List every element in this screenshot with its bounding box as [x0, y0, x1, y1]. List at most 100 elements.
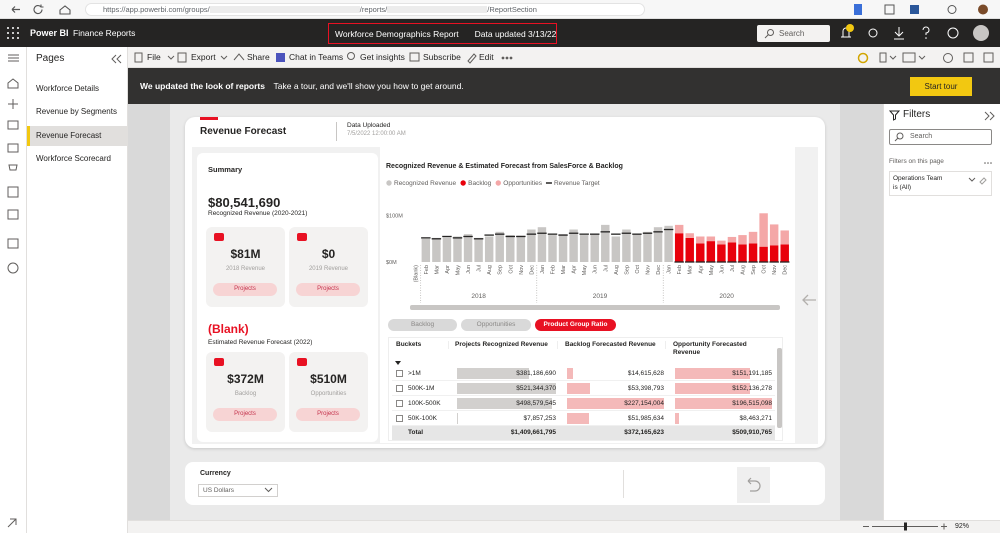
slicer-title: Currency: [200, 470, 231, 477]
kpi-button[interactable]: Projects: [213, 283, 277, 296]
zoom-slider[interactable]: [860, 520, 950, 533]
x-tick-label: May: [709, 265, 715, 276]
bar: [664, 225, 673, 262]
page-tab[interactable]: Revenue by Segments: [36, 107, 117, 117]
page-tab[interactable]: Revenue Forecast: [27, 125, 128, 146]
bar: [748, 243, 758, 262]
table-cell: 500K-1M: [408, 385, 435, 392]
expand-box[interactable]: [396, 415, 403, 422]
bar: [590, 234, 599, 262]
total-cell: $509,910,765: [732, 429, 772, 436]
back-arrow[interactable]: [800, 293, 818, 307]
x-group-label: 2019: [593, 293, 608, 300]
kpi-value: $0: [321, 247, 336, 261]
kpi-button[interactable]: Projects: [213, 408, 277, 421]
expand-box[interactable]: [396, 370, 403, 377]
kpi-value: $510M: [310, 372, 347, 386]
bar: [558, 234, 568, 262]
x-tick-label: Aug: [487, 265, 493, 275]
url-part: https://app.powerbi.com/groups/: [103, 5, 210, 14]
bar: [453, 236, 462, 262]
data-bar: [457, 398, 552, 409]
divider: [623, 470, 624, 498]
reset-box[interactable]: [737, 467, 770, 503]
kpi-button[interactable]: Projects: [296, 408, 360, 421]
x-tick-label: Aug: [614, 265, 620, 275]
row-divider: [392, 395, 775, 396]
divider: [336, 122, 337, 141]
toolbar-button[interactable]: Chat in Teams: [289, 52, 344, 62]
x-tick-label: Mar: [434, 265, 440, 275]
table-cell: $381,186,690: [516, 370, 556, 377]
x-tick-label: Jun: [466, 265, 472, 274]
bar: [579, 235, 589, 262]
page-tab[interactable]: Workforce Scorecard: [36, 154, 111, 164]
uploaded-label: Data Uploaded: [347, 122, 391, 129]
toggle-button[interactable]: Product Group Ratio: [535, 319, 616, 331]
bar: [537, 227, 547, 262]
bar: [780, 244, 789, 262]
expand-box[interactable]: [396, 400, 403, 407]
forecast-label: Estimated Revenue Forecast (2022): [208, 339, 313, 346]
x-tick-label: Jul: [603, 265, 609, 272]
kpi-value: $372M: [227, 372, 264, 386]
bar: [717, 244, 726, 262]
nav-rail-icons[interactable]: [0, 47, 27, 533]
toolbar-button[interactable]: Share: [247, 52, 270, 62]
kpi-button[interactable]: Projects: [296, 283, 360, 296]
toggle-button[interactable]: Opportunities: [461, 319, 531, 331]
bar: [432, 237, 441, 262]
bar: [696, 243, 705, 262]
filters-search[interactable]: Search: [889, 129, 992, 145]
table-scrollbar: [777, 348, 782, 428]
address-bar[interactable]: https://app.powerbi.com/groups/ /reports…: [85, 3, 645, 16]
app-launcher[interactable]: [6, 26, 20, 40]
collapse-pages[interactable]: [110, 53, 124, 65]
toolbar: [128, 47, 1000, 68]
row-divider: [392, 410, 775, 411]
toolbar-button[interactable]: Edit: [479, 52, 494, 62]
recognized-value: $80,541,690: [208, 195, 281, 210]
bar: [759, 246, 768, 262]
report-title-box[interactable]: Workforce Demographics Report Data updat…: [328, 23, 557, 44]
data-bar: [675, 398, 772, 409]
filter-card[interactable]: [889, 171, 992, 196]
bar: [611, 236, 621, 262]
legend-marker: [495, 180, 501, 186]
x-tick-label: Feb: [677, 265, 683, 274]
data-bar: [567, 398, 664, 409]
table-cell: 100K-500K: [408, 400, 441, 407]
filters-pane: [883, 104, 1000, 520]
report-title: Revenue Forecast: [200, 126, 287, 137]
data-bar: [675, 383, 751, 394]
search-box[interactable]: Search: [757, 25, 830, 42]
data-bar: [457, 413, 459, 424]
toolbar-button[interactable]: Get insights: [360, 52, 405, 62]
x-tick-label: Dec: [529, 265, 535, 275]
column-header: Buckets: [396, 341, 449, 349]
banner-heading: We updated the look of reports: [140, 81, 265, 91]
pages-title: Pages: [36, 53, 65, 64]
x-group-label: 2020: [719, 293, 734, 300]
page-tab[interactable]: Workforce Details: [36, 84, 99, 93]
chart-title: Recognized Revenue & Estimated Forecast …: [386, 163, 623, 170]
bar: [717, 240, 726, 245]
x-group-label: 2018: [471, 293, 486, 300]
expand-box[interactable]: [396, 385, 403, 392]
bar: [780, 230, 789, 245]
bar: [738, 244, 747, 262]
total-cell: Total: [408, 429, 424, 436]
bar: [495, 231, 504, 262]
bar: [516, 235, 526, 262]
slicer-dropdown[interactable]: US Dollars: [198, 484, 278, 497]
toolbar-button[interactable]: File: [147, 52, 161, 62]
x-tick-label: (Blank): [413, 265, 419, 283]
toolbar-button[interactable]: Export: [191, 52, 216, 62]
toolbar-button[interactable]: Subscribe: [423, 52, 461, 62]
data-bar: [675, 413, 680, 424]
start-tour-button[interactable]: Start tour: [910, 77, 972, 96]
x-tick-label: Sep: [751, 265, 757, 275]
bar: [463, 234, 473, 262]
toggle-button[interactable]: Backlog: [388, 319, 457, 331]
